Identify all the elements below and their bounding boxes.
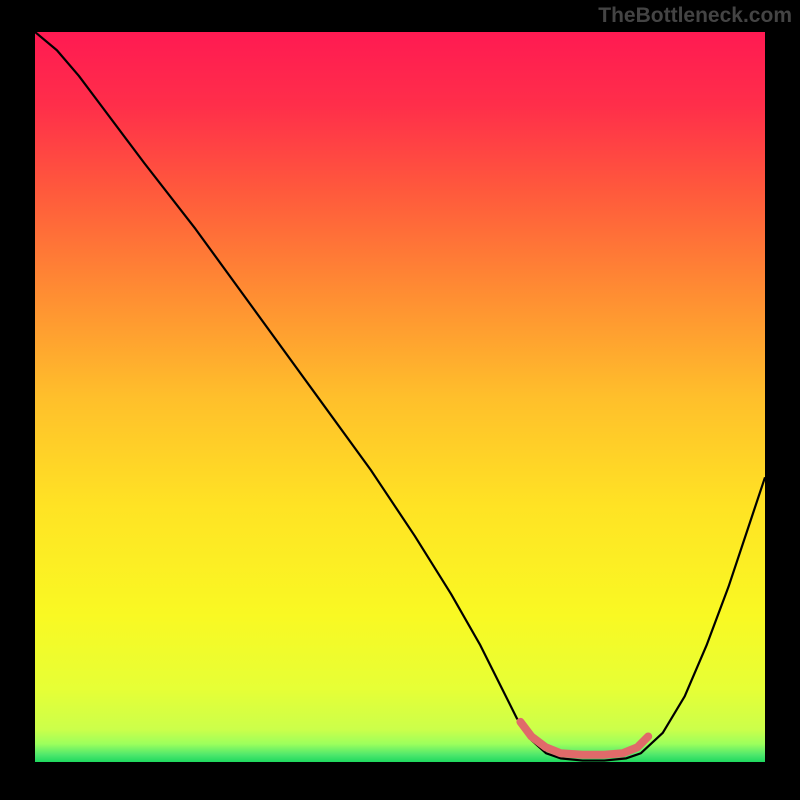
watermark-text: TheBottleneck.com xyxy=(598,4,792,28)
chart-container: TheBottleneck.com xyxy=(0,0,800,800)
plot-area xyxy=(35,32,765,762)
plot-svg xyxy=(35,32,765,762)
gradient-background xyxy=(35,32,765,762)
